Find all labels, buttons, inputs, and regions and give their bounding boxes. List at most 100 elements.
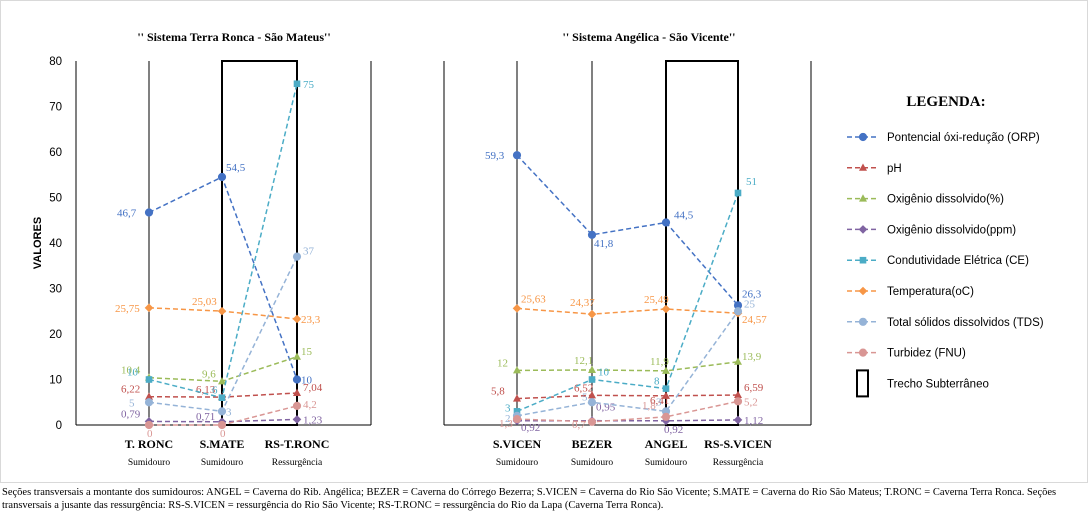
data-point — [588, 391, 596, 399]
data-label: 25,03 — [192, 296, 217, 308]
series-line — [516, 192, 739, 413]
data-point — [144, 398, 154, 407]
series-line — [516, 419, 739, 422]
subterranean-box — [665, 60, 739, 426]
data-point — [734, 390, 742, 399]
y-tick-label: 50 — [49, 193, 62, 205]
data-label: 0 — [147, 428, 153, 440]
data-point — [662, 366, 670, 374]
data-point — [734, 189, 742, 197]
data-label: 3 — [656, 396, 662, 408]
data-point — [293, 80, 301, 88]
data-point — [292, 415, 302, 424]
data-label: 1,3 — [499, 418, 513, 430]
y-tick-label: 20 — [49, 329, 62, 341]
y-tick-label: 80 — [49, 56, 62, 68]
data-point — [661, 304, 671, 314]
data-label: 24,37 — [570, 297, 595, 309]
data-point — [145, 376, 153, 383]
data-label: 5 — [582, 391, 588, 403]
data-label: 10,4 — [121, 365, 141, 377]
data-point — [513, 408, 521, 415]
data-label: 0 — [220, 428, 226, 440]
series-line — [516, 361, 739, 372]
legend-entry: Pontencial óxi-redução (ORP) — [887, 132, 1040, 144]
data-point — [662, 391, 670, 399]
legend-entry: Oxigênio dissolvido(%) — [887, 194, 1004, 206]
data-point — [218, 394, 226, 401]
x-tick-sublabel: Ressurgência — [272, 458, 323, 468]
data-label: 5,8 — [491, 386, 505, 398]
data-point — [733, 415, 743, 425]
data-point — [734, 357, 742, 365]
data-point — [587, 417, 597, 426]
data-label: 1,12 — [744, 415, 763, 427]
data-label: 3 — [505, 402, 511, 414]
x-tick-sublabel: Sumidouro — [496, 458, 538, 468]
x-tick-sublabel: Sumidouro — [645, 458, 687, 468]
legend-entry: Turbidez (FNU) — [887, 348, 966, 360]
data-label: 24,57 — [742, 314, 767, 326]
data-label: 25 — [744, 298, 756, 310]
legend-title: LEGENDA: — [906, 94, 985, 110]
x-tick-sublabel: Ressurgência — [713, 458, 764, 468]
legend-entry: Oxigênio dissolvido(ppm) — [887, 224, 1016, 236]
x-tick-sublabel: Sumidouro — [571, 458, 613, 468]
data-point — [217, 172, 227, 182]
data-point — [588, 376, 596, 383]
data-point — [587, 230, 597, 239]
legend-entry: Temperatura(oC) — [887, 286, 974, 298]
data-point — [217, 420, 227, 430]
data-label: 0,95 — [596, 402, 616, 414]
x-tick-label: BEZER — [572, 437, 613, 451]
x-tick-label: RS-T.RONC — [265, 437, 330, 451]
x-tick-label: RS-S.VICEN — [704, 437, 772, 451]
data-label: 10 — [301, 375, 313, 387]
data-point — [733, 397, 743, 406]
x-tick-label: S.MATE — [200, 437, 245, 451]
series-line — [516, 154, 739, 306]
data-label: 75 — [303, 79, 315, 91]
data-point — [512, 304, 522, 313]
data-point — [512, 414, 522, 424]
legend-marker — [858, 348, 868, 357]
x-tick-label: S.VICEN — [493, 437, 542, 451]
data-label: 0,92 — [521, 422, 540, 434]
x-tick-sublabel: Sumidouro — [128, 458, 170, 468]
panel-title: '' Sistema Terra Ronca - São Mateus'' — [137, 30, 330, 44]
data-label: 37 — [303, 246, 315, 258]
data-point — [587, 398, 597, 407]
data-label: 25,63 — [521, 293, 546, 305]
data-label: 0,79 — [121, 408, 141, 420]
data-label: 6,13 — [196, 384, 216, 396]
legend-entry: Condutividade Elétrica (CE) — [887, 255, 1029, 267]
data-point — [145, 392, 153, 400]
data-label: 12 — [497, 357, 508, 369]
data-label: 13,9 — [742, 351, 762, 363]
data-label: 1,23 — [303, 414, 323, 426]
y-axis-title: VALORES — [32, 217, 44, 269]
x-tick-sublabel: Sumidouro — [201, 458, 243, 468]
data-label: 51 — [746, 176, 757, 188]
data-label: 10 — [598, 367, 610, 379]
series-line — [516, 394, 739, 400]
data-label: 44,5 — [674, 210, 694, 222]
data-point — [587, 309, 597, 319]
data-point — [144, 303, 154, 313]
data-label: 59,3 — [485, 150, 505, 162]
figure-caption: Seções transversais a montante dos sumid… — [2, 487, 1057, 511]
x-tick-label: T. RONC — [125, 437, 173, 451]
data-point — [661, 412, 671, 421]
data-point — [217, 407, 227, 416]
legend-marker — [858, 225, 868, 234]
legend-marker — [858, 286, 868, 296]
data-point — [292, 375, 302, 384]
data-label: 0,7 — [572, 419, 586, 431]
data-point — [513, 394, 521, 402]
data-label: 23,3 — [301, 314, 321, 326]
data-label: 41,8 — [594, 238, 614, 250]
data-point — [218, 377, 226, 385]
data-label: 5 — [129, 397, 135, 409]
data-label: 7,04 — [303, 382, 323, 394]
